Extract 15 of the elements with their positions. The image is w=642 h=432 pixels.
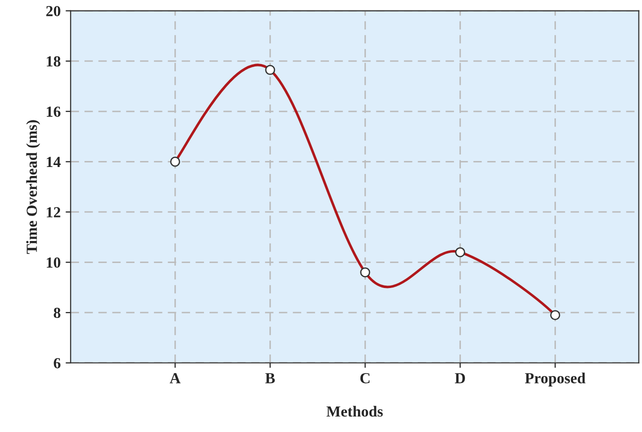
y-tick-label: 6: [54, 358, 60, 368]
y-tick-label: 8: [54, 308, 60, 318]
y-tick-label: 16: [46, 106, 60, 117]
y-tick-label: 14: [46, 156, 61, 167]
x-tick-label: Proposed: [525, 372, 586, 386]
x-axis-title: Methods: [326, 406, 383, 417]
x-tick-label: D: [454, 373, 465, 384]
x-tick-label: A: [170, 373, 181, 384]
y-tick-label: 20: [46, 6, 60, 16]
y-tick-label: 18: [46, 56, 60, 67]
y-tick-label: 10: [46, 257, 60, 268]
x-tick-label: B: [265, 373, 275, 384]
y-axis-title: Time Overhead (ms): [26, 120, 40, 254]
y-tick-label: 12: [46, 207, 60, 218]
x-tick-label: C: [360, 373, 370, 384]
